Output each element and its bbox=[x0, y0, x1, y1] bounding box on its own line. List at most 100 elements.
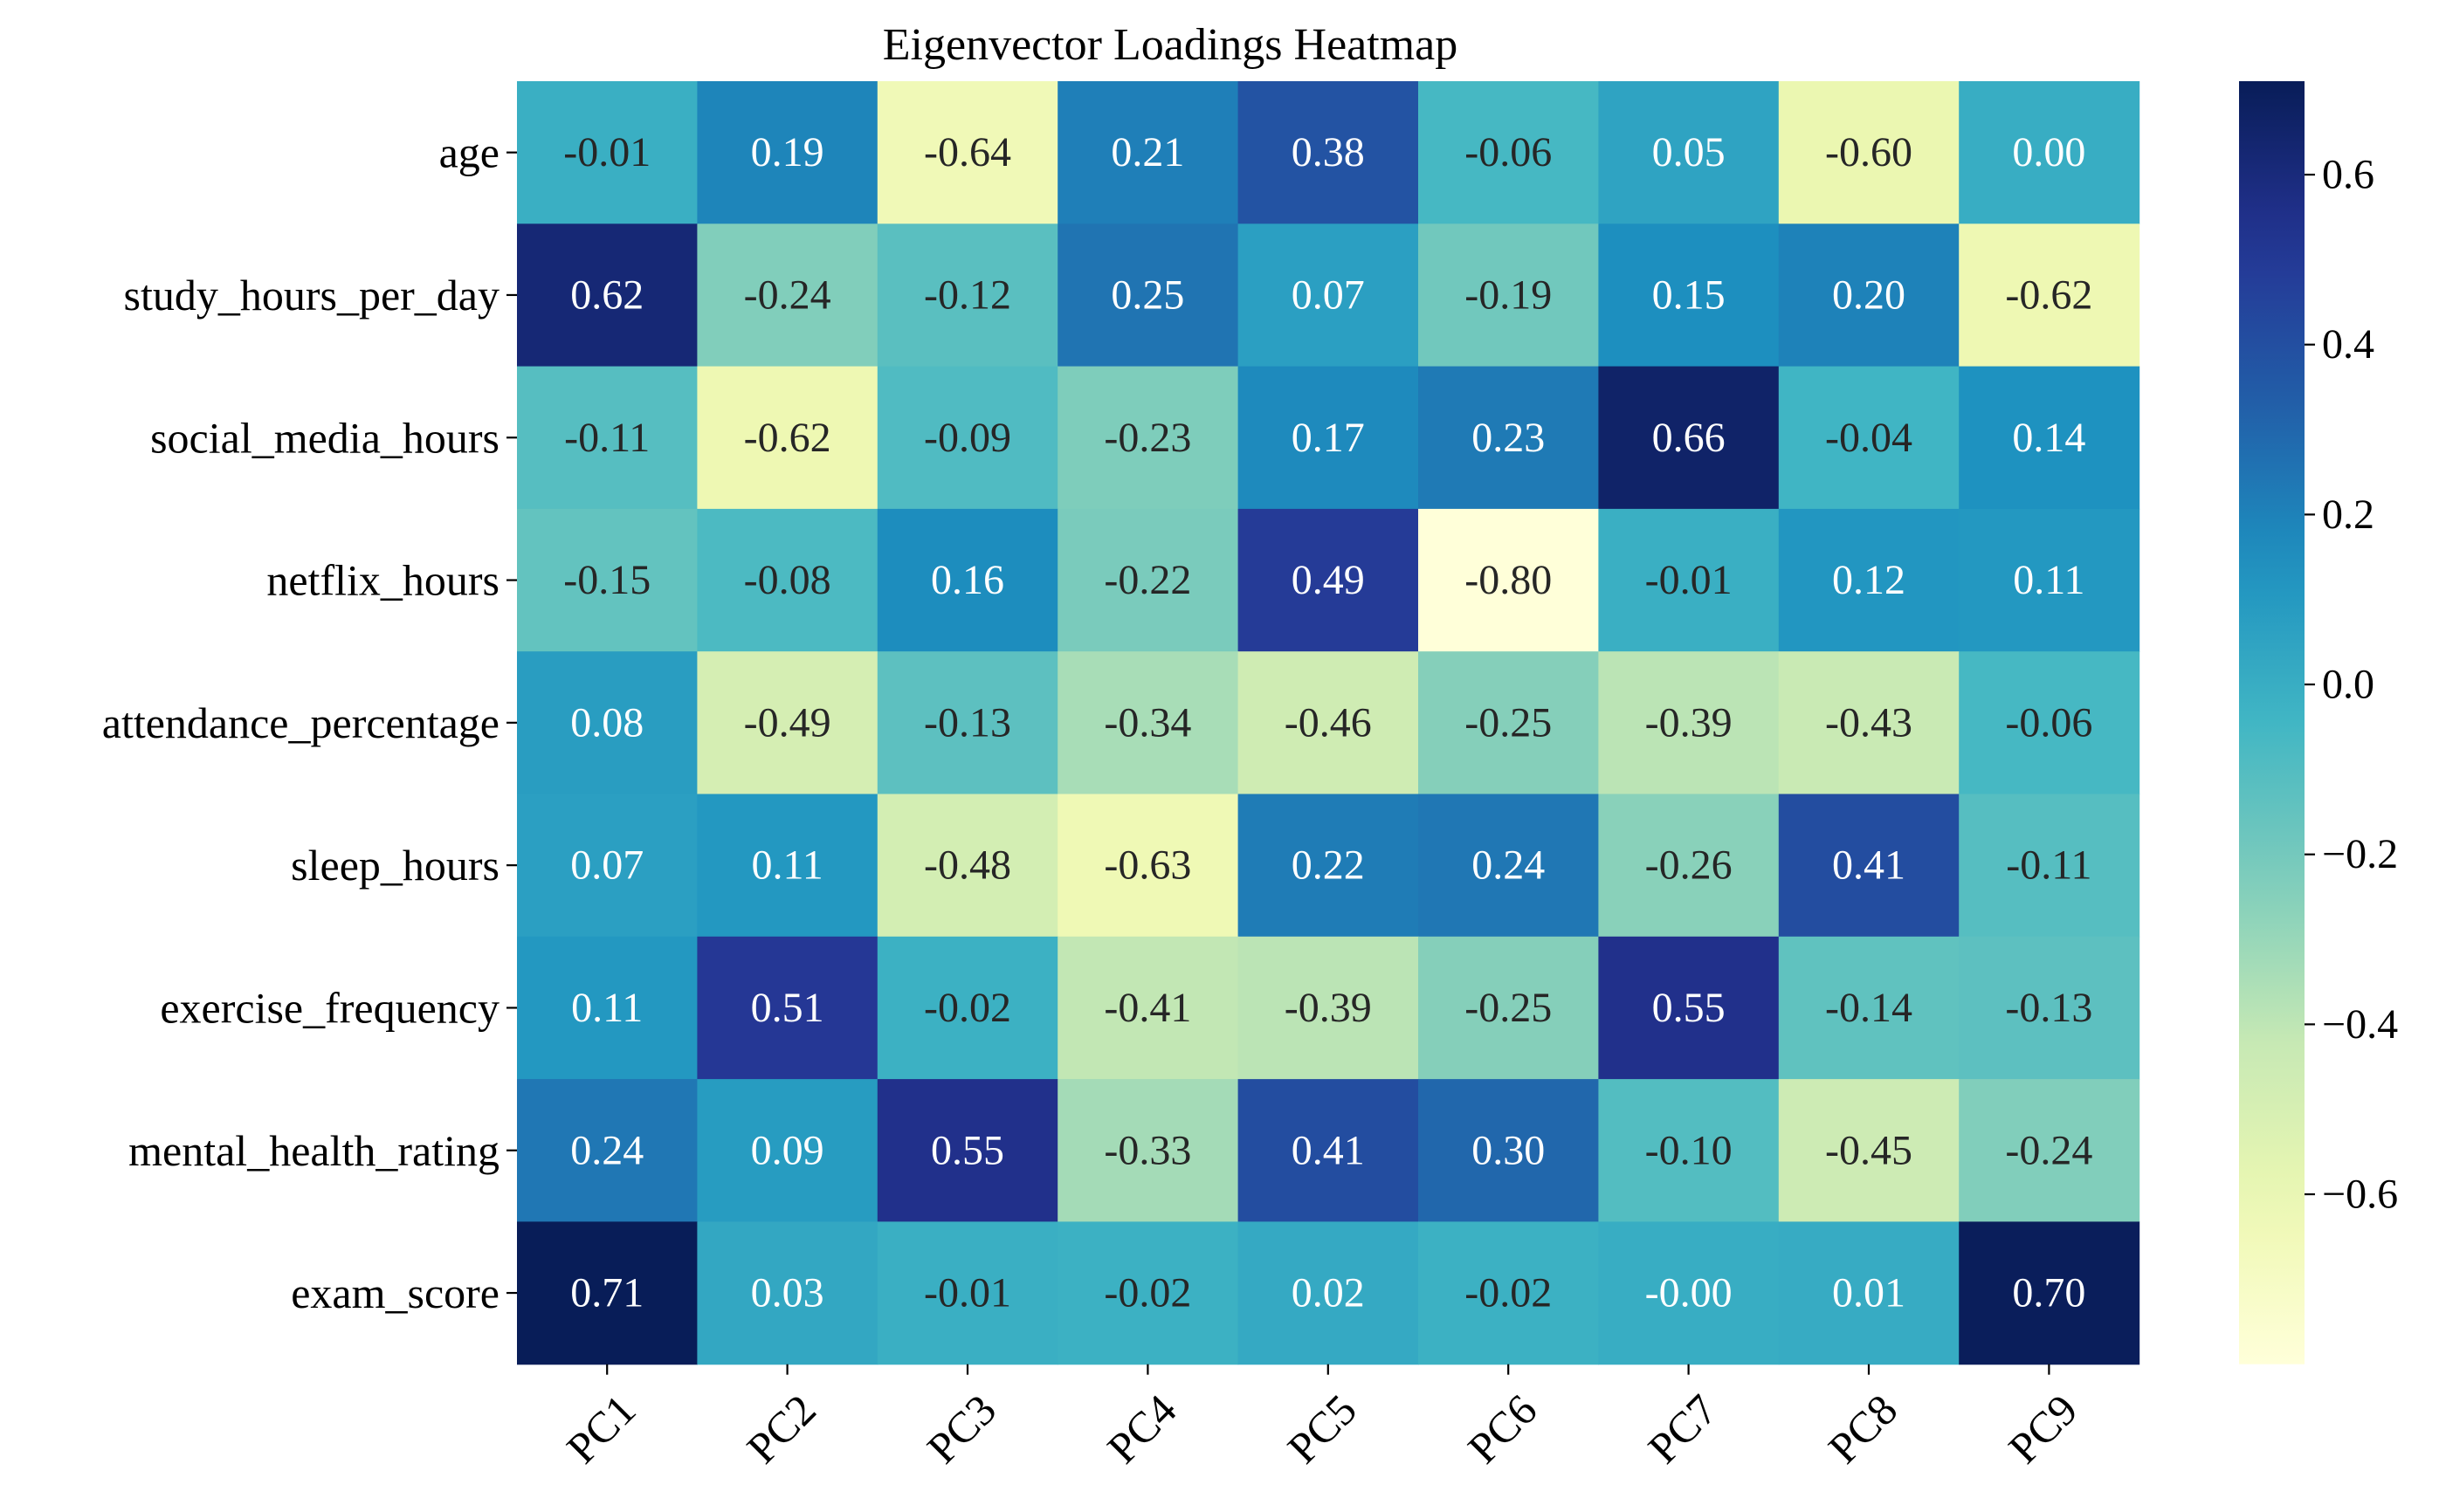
heatmap-cell-mental-health-rating-pc1 bbox=[517, 1079, 698, 1222]
heatmap-cell-sleep-hours-pc2 bbox=[697, 794, 878, 938]
cell-value-label: 0.05 bbox=[1652, 129, 1726, 175]
heatmap-cell-netflix-hours-pc1 bbox=[517, 508, 698, 652]
heatmap-cell-exercise-frequency-pc8 bbox=[1778, 936, 1960, 1080]
cell-value-label: -0.43 bbox=[1825, 699, 1912, 746]
cell-value-label: 0.07 bbox=[1292, 271, 1365, 318]
colorbar-tick-label: 0.6 bbox=[2322, 152, 2374, 198]
heatmap-cell-attendance-percentage-pc9 bbox=[1959, 651, 2140, 795]
heatmap-cell-mental-health-rating-pc6 bbox=[1418, 1079, 1599, 1222]
heatmap-cell-exam-score-pc4 bbox=[1058, 1221, 1239, 1365]
heatmap-cell-netflix-hours-pc9 bbox=[1959, 508, 2140, 652]
cell-value-label: -0.14 bbox=[1825, 985, 1912, 1031]
cell-value-label: -0.13 bbox=[924, 699, 1011, 746]
heatmap-cell-netflix-hours-pc3 bbox=[877, 508, 1058, 652]
heatmap-cell-age-pc2 bbox=[697, 81, 878, 224]
cell-value-label: -0.25 bbox=[1464, 985, 1552, 1031]
heatmap-cell-netflix-hours-pc5 bbox=[1237, 508, 1419, 652]
cell-value-label: 0.55 bbox=[931, 1127, 1004, 1173]
cell-value-label: -0.04 bbox=[1825, 415, 1912, 461]
heatmap-cell-netflix-hours-pc7 bbox=[1598, 508, 1780, 652]
cell-value-label: -0.24 bbox=[2005, 1127, 2092, 1173]
cell-value-label: -0.25 bbox=[1464, 699, 1552, 746]
cell-value-label: -0.41 bbox=[1104, 985, 1191, 1031]
column-label-pc5: PC5 bbox=[1278, 1385, 1367, 1473]
heatmap-cell-sleep-hours-pc8 bbox=[1778, 794, 1960, 938]
cell-value-label: 0.70 bbox=[2012, 1270, 2085, 1316]
colorbar-tick-label: −0.6 bbox=[2322, 1172, 2398, 1218]
heatmap-cell-labels: -0.01 0.19 -0.64 0.21 0.38 -0.06 0.05 -0.60 0.00… bbox=[563, 129, 2092, 1316]
cell-value-label: -0.62 bbox=[744, 415, 831, 461]
heatmap-cell-exercise-frequency-pc2 bbox=[697, 936, 878, 1080]
heatmap-cell-exercise-frequency-pc3 bbox=[877, 936, 1058, 1080]
heatmap-cell-mental-health-rating-pc3 bbox=[877, 1079, 1058, 1222]
row-label-mental-health-rating: mental_health_rating bbox=[128, 1126, 500, 1175]
cell-value-label: -0.06 bbox=[2005, 699, 2092, 746]
heatmap-cell-social-media-hours-pc1 bbox=[517, 366, 698, 510]
heatmap-cell-exam-score-pc8 bbox=[1778, 1221, 1960, 1365]
cell-value-label: 0.41 bbox=[1292, 1127, 1365, 1173]
row-axis: age study_hours_per_day social_media_hours… bbox=[102, 128, 517, 1317]
cell-value-label: 0.23 bbox=[1471, 415, 1545, 461]
heatmap-cell-attendance-percentage-pc5 bbox=[1237, 651, 1419, 795]
heatmap-cell-age-pc6 bbox=[1418, 81, 1599, 224]
cell-value-label: 0.66 bbox=[1652, 415, 1726, 461]
heatmap-cell-exam-score-pc5 bbox=[1237, 1221, 1419, 1365]
heatmap-cell-exam-score-pc7 bbox=[1598, 1221, 1780, 1365]
cell-value-label: -0.26 bbox=[1645, 842, 1733, 889]
cell-value-label: -0.34 bbox=[1104, 699, 1191, 746]
cell-value-label: -0.33 bbox=[1104, 1127, 1191, 1173]
cell-value-label: 0.24 bbox=[570, 1127, 644, 1173]
cell-value-label: -0.39 bbox=[1285, 985, 1372, 1031]
heatmap-cell-sleep-hours-pc6 bbox=[1418, 794, 1599, 938]
cell-value-label: -0.01 bbox=[1645, 557, 1733, 603]
cell-value-label: -0.02 bbox=[924, 985, 1011, 1031]
chart-title: Eigenvector Loadings Heatmap bbox=[883, 20, 1457, 70]
cell-value-label: 0.08 bbox=[570, 699, 644, 746]
heatmap-cell-sleep-hours-pc1 bbox=[517, 794, 698, 938]
colorbar-tick-label: −0.4 bbox=[2322, 1001, 2398, 1048]
heatmap-cell-exercise-frequency-pc1 bbox=[517, 936, 698, 1080]
heatmap-cells bbox=[517, 81, 2140, 1365]
heatmap-cell-netflix-hours-pc6 bbox=[1418, 508, 1599, 652]
column-label-pc3: PC3 bbox=[918, 1385, 1006, 1473]
heatmap-cell-age-pc3 bbox=[877, 81, 1058, 224]
cell-value-label: 0.07 bbox=[570, 842, 644, 889]
column-label-pc1: PC1 bbox=[557, 1385, 645, 1473]
heatmap-cell-exam-score-pc2 bbox=[697, 1221, 878, 1365]
cell-value-label: -0.06 bbox=[1464, 129, 1552, 175]
cell-value-label: -0.11 bbox=[564, 415, 650, 461]
cell-value-label: 0.49 bbox=[1292, 557, 1365, 603]
heatmap-cell-sleep-hours-pc7 bbox=[1598, 794, 1780, 938]
cell-value-label: -0.23 bbox=[1104, 415, 1191, 461]
cell-value-label: -0.11 bbox=[2006, 842, 2091, 889]
heatmap-cell-netflix-hours-pc4 bbox=[1058, 508, 1239, 652]
cell-value-label: 0.02 bbox=[1292, 1270, 1365, 1316]
cell-value-label: -0.02 bbox=[1104, 1270, 1191, 1316]
cell-value-label: 0.30 bbox=[1471, 1127, 1545, 1173]
cell-value-label: 0.17 bbox=[1292, 415, 1365, 461]
cell-value-label: -0.62 bbox=[2005, 271, 2092, 318]
heatmap-cell-attendance-percentage-pc4 bbox=[1058, 651, 1239, 795]
column-label-pc8: PC8 bbox=[1819, 1385, 1907, 1473]
heatmap-cell-attendance-percentage-pc7 bbox=[1598, 651, 1780, 795]
heatmap-cell-study-hours-per-day-pc8 bbox=[1778, 223, 1960, 368]
cell-value-label: -0.12 bbox=[924, 271, 1011, 318]
heatmap-cell-study-hours-per-day-pc4 bbox=[1058, 223, 1239, 368]
heatmap-cell-social-media-hours-pc4 bbox=[1058, 366, 1239, 510]
cell-value-label: -0.39 bbox=[1645, 699, 1733, 746]
cell-value-label: -0.60 bbox=[1825, 129, 1912, 175]
cell-value-label: 0.00 bbox=[2012, 129, 2085, 175]
heatmap-cell-attendance-percentage-pc3 bbox=[877, 651, 1058, 795]
heatmap-cell-exam-score-pc6 bbox=[1418, 1221, 1599, 1365]
cell-value-label: 0.24 bbox=[1471, 842, 1545, 889]
cell-value-label: 0.03 bbox=[751, 1270, 824, 1316]
heatmap-cell-exercise-frequency-pc5 bbox=[1237, 936, 1419, 1080]
heatmap-cell-study-hours-per-day-pc2 bbox=[697, 223, 878, 368]
heatmap-cell-social-media-hours-pc5 bbox=[1237, 366, 1419, 510]
heatmap-cell-social-media-hours-pc6 bbox=[1418, 366, 1599, 510]
column-label-pc7: PC7 bbox=[1638, 1385, 1726, 1473]
cell-value-label: -0.00 bbox=[1645, 1270, 1733, 1316]
cell-value-label: -0.01 bbox=[924, 1270, 1011, 1316]
cell-value-label: -0.80 bbox=[1464, 557, 1552, 603]
